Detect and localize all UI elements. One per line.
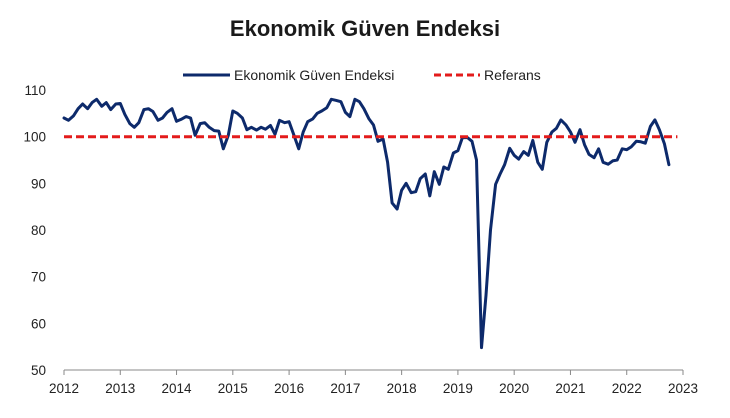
x-tick-label: 2019 (443, 381, 473, 396)
legend-label-ekonomik-guven: Ekonomik Güven Endeksi (234, 67, 394, 83)
x-tick-label: 2018 (387, 381, 417, 396)
x-tick-label: 2021 (555, 381, 585, 396)
y-tick-label: 50 (31, 363, 46, 378)
y-tick-label: 100 (23, 130, 46, 145)
chart-title: Ekonomik Güven Endeksi (229, 16, 501, 41)
legend-label-referans: Referans (484, 67, 541, 83)
x-tick-label: 2017 (330, 381, 360, 396)
y-tick-label: 60 (31, 316, 46, 331)
x-tick-label: 2023 (668, 381, 698, 396)
x-tick-label: 2016 (274, 381, 304, 396)
x-tick-label: 2015 (218, 381, 248, 396)
y-tick-label: 70 (31, 270, 46, 285)
y-tick-label: 90 (31, 176, 46, 191)
plot-area (62, 97, 678, 350)
x-tick-label: 2013 (105, 381, 135, 396)
legend: Ekonomik Güven Endeksi Referans (183, 67, 541, 83)
x-tick-label: 2020 (499, 381, 529, 396)
x-tick-label: 2012 (49, 381, 79, 396)
series-line-0 (62, 97, 671, 350)
x-tick-label: 2014 (162, 381, 193, 396)
axes: 50 60 70 80 90 100 110 2012 2013 2014 2015 2016 2017… (23, 83, 698, 396)
x-tick-label: 2022 (612, 381, 642, 396)
y-tick-label: 80 (31, 223, 46, 238)
y-tick-label: 110 (24, 83, 46, 98)
